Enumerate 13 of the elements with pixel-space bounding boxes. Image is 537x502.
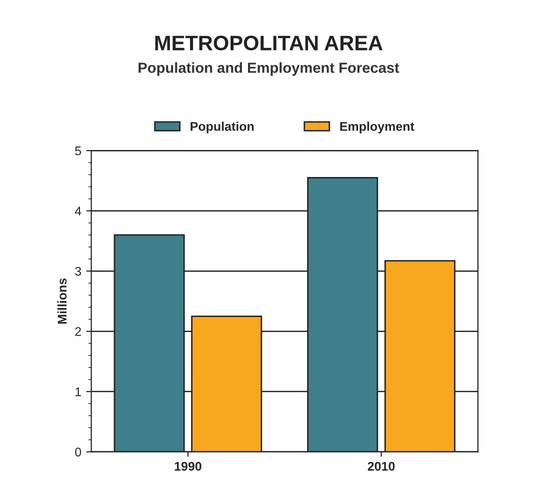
x-tick-label: 2010 (368, 462, 395, 471)
y-tick-label: 1 (76, 387, 81, 396)
y-tick-label: 3 (75, 266, 82, 276)
legend-label: Population (190, 122, 254, 134)
chart-title: METROPOLITAN AREA (155, 36, 383, 50)
y-tick-label: 5 (75, 146, 82, 156)
y-tick-label: 0 (75, 448, 82, 456)
y-tick-label: 2 (75, 327, 81, 336)
x-tick-label: 1990 (174, 462, 202, 471)
chart-subtitle: Population and Employment Forecast (138, 62, 400, 76)
y-tick-label: 4 (74, 206, 82, 216)
legend-label: Employment (340, 122, 414, 134)
y-axis-title: Millions (57, 278, 67, 324)
